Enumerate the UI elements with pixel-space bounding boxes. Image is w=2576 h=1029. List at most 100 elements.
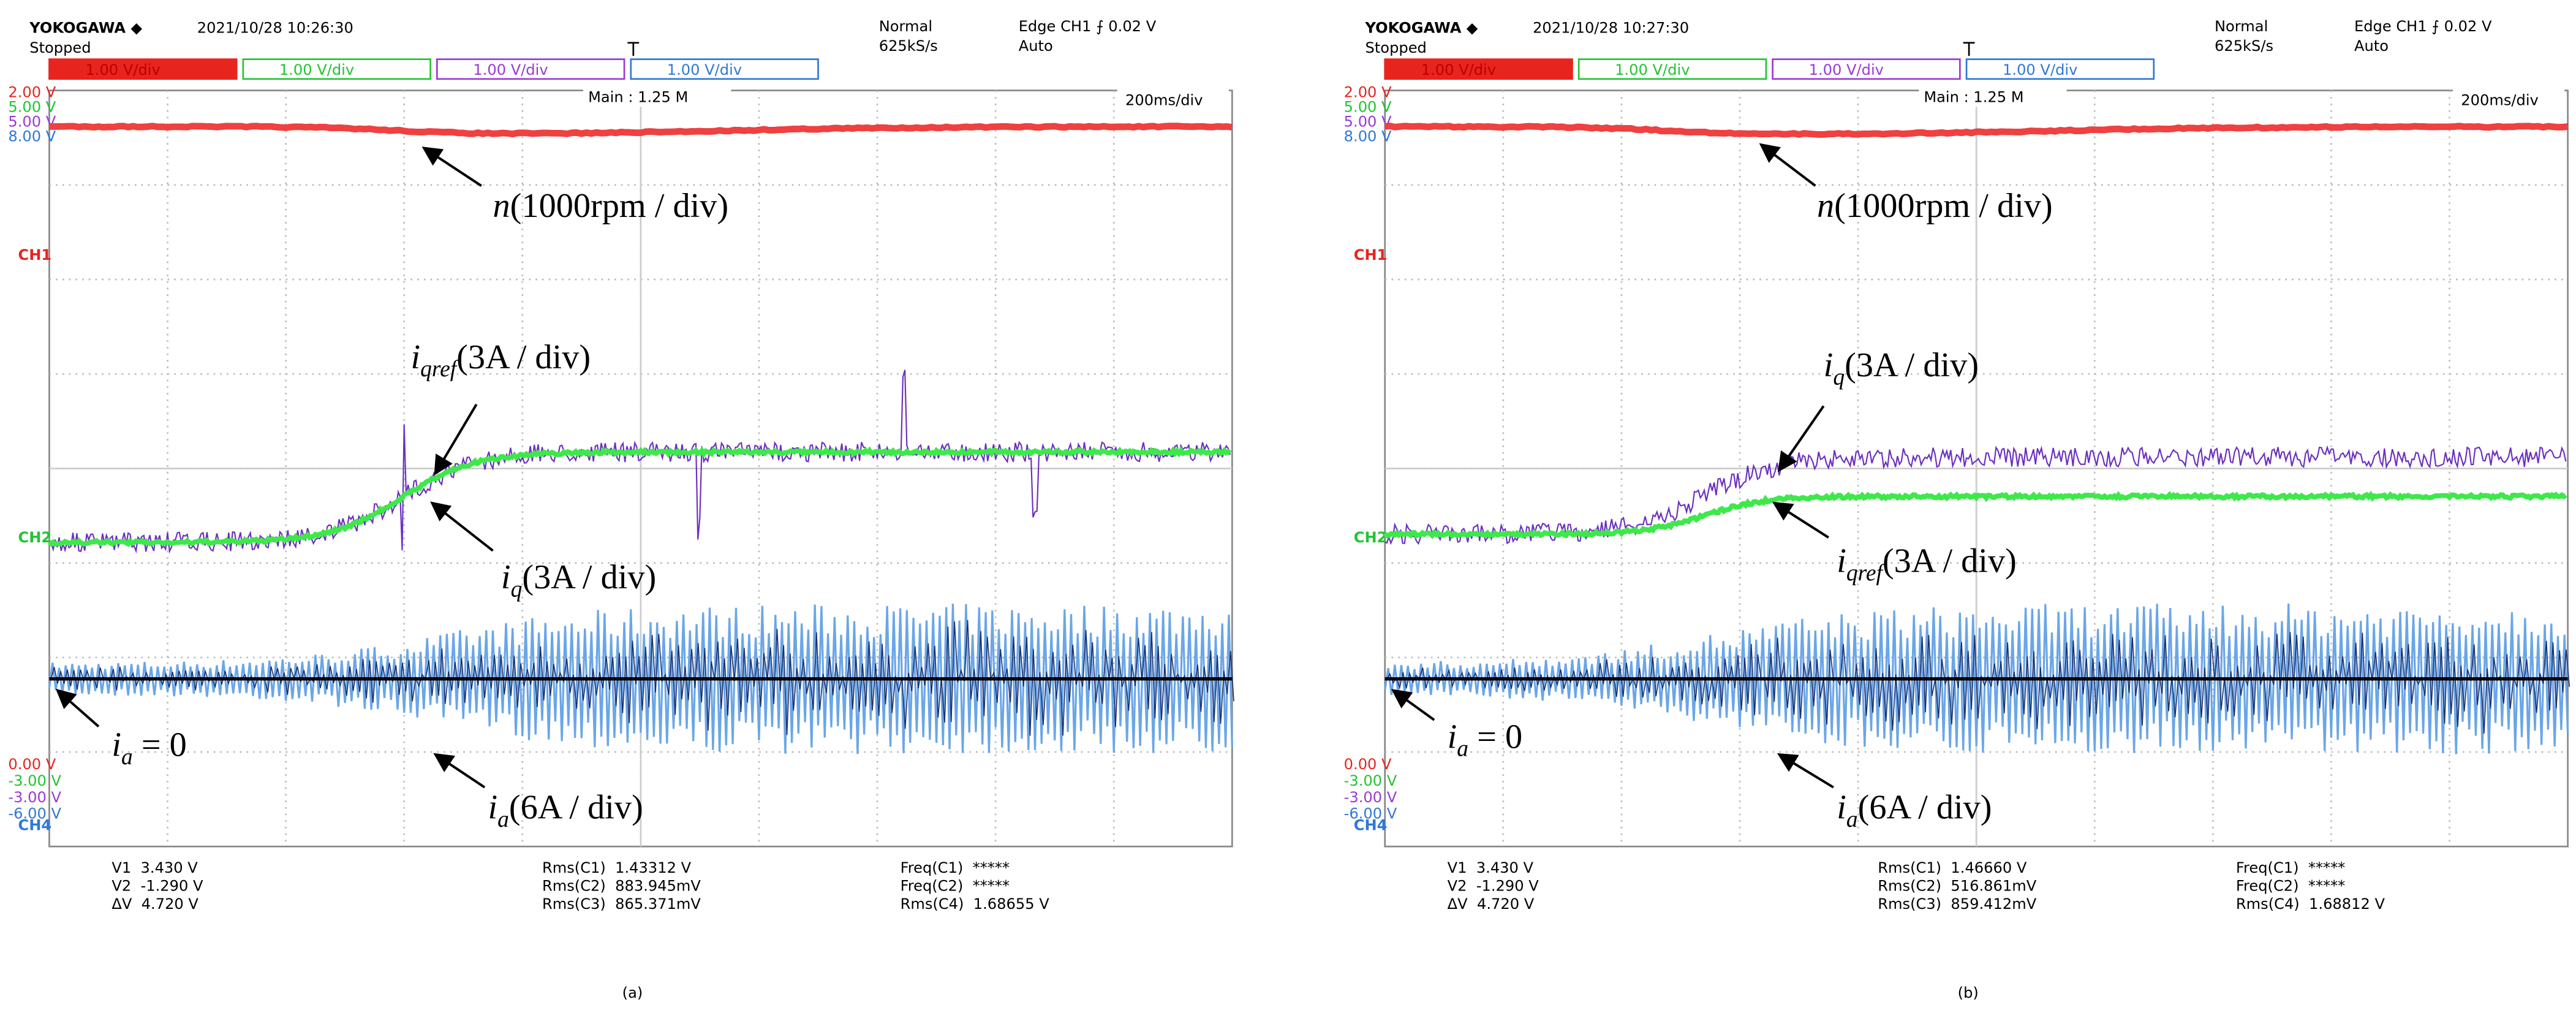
annotation-sub: q: [1833, 365, 1845, 390]
channel-box: [630, 58, 819, 80]
annotation-base: i: [410, 338, 420, 376]
channel-box: [1577, 58, 1767, 80]
brand: YOKOGAWA ◆: [29, 20, 142, 37]
channel-scale: 1.00 V/div: [85, 61, 160, 78]
iqref-trace: [47, 446, 1232, 547]
freq-readout: Freq(C2) *****: [2236, 878, 2345, 895]
scale-bottom: -3.00 V: [1344, 789, 1397, 806]
channel-scale: 1.00 V/div: [279, 61, 354, 78]
annotation: ia(6A / div): [488, 789, 643, 832]
annotation-sub: a: [121, 745, 133, 770]
freq-readout: Freq(C1) *****: [901, 859, 1010, 876]
annotation-base: i: [488, 789, 497, 827]
rms-readout: Rms(C3) 865.371mV: [542, 895, 701, 913]
trigger: Edge CH1 ⨍ 0.02 V: [1019, 18, 1157, 35]
scale-top: 8.00 V: [8, 128, 56, 145]
annotation-base: i: [1448, 718, 1457, 756]
annotation-base: n: [1817, 187, 1834, 225]
annotation-rest: = 0: [133, 726, 187, 764]
annotation-base: i: [111, 726, 121, 764]
timebase: 200ms/div: [2461, 92, 2539, 109]
scale-top: 5.00 V: [1344, 98, 1392, 115]
scope-panel: YOKOGAWA ◆ 2021/10/28 10:26:30 Stopped Norm…: [8, 18, 1234, 1001]
scale-top: 5.00 V: [8, 113, 56, 131]
channel-scale: 1.00 V/div: [473, 61, 548, 78]
annotation-rest: (6A / div): [1858, 789, 1992, 827]
cursor-readout: V1 3.430 V: [111, 859, 198, 876]
acq-mode: Normal: [879, 18, 932, 35]
arrow: [430, 501, 494, 552]
speed-trace: [1384, 123, 2569, 138]
scale-bottom: -3.00 V: [1344, 772, 1397, 789]
rms-readout: Rms(C1) 1.43312 V: [542, 859, 692, 876]
channel-box: [1384, 58, 1573, 80]
scale-bottom: -6.00 V: [8, 805, 61, 822]
annotation-base: n: [493, 187, 510, 225]
status: Stopped: [29, 39, 91, 56]
annotation-sub: qref: [1846, 561, 1886, 586]
scale-top: 2.00 V: [8, 83, 56, 101]
annotation: iqref(3A / div): [1837, 542, 2017, 585]
annotation-rest: (1000rpm / div): [1834, 187, 2053, 225]
freq-readout: Rms(C4) 1.68812 V: [2236, 895, 2385, 913]
phase-current: [1384, 603, 2569, 754]
channel-marker: CH2: [18, 529, 51, 546]
channel-scale: 1.00 V/div: [1809, 61, 1884, 78]
timebase-bg: [1117, 87, 1229, 112]
scale-bottom: 0.00 V: [8, 756, 56, 773]
annotation-sub: q: [511, 577, 523, 602]
channel-marker: CH4: [1354, 816, 1388, 833]
arrow: [1391, 689, 1435, 721]
main-bg: [583, 87, 731, 107]
annotation-rest: (3A / div): [456, 338, 591, 376]
annotation: n(1000rpm / div): [1817, 187, 2053, 225]
arrow: [1772, 501, 1829, 539]
brand: YOKOGAWA ◆: [1365, 20, 1478, 37]
cursor-readout: V2 -1.290 V: [1448, 878, 1539, 895]
timebase: 200ms/div: [1125, 92, 1203, 109]
rms-readout: Rms(C3) 859.412mV: [1878, 895, 2036, 913]
channel-scale: 1.00 V/div: [1615, 61, 1690, 78]
main-label: Main : 1.25 M: [588, 88, 688, 105]
scale-top: 8.00 V: [1344, 128, 1392, 145]
channel-box: [436, 58, 625, 80]
trigger: Edge CH1 ⨍ 0.02 V: [2354, 18, 2492, 35]
trigger-pos: [627, 42, 640, 56]
annotation-sub: qref: [420, 357, 459, 382]
datetime: 2021/10/28 10:27:30: [1533, 20, 1689, 37]
arrow: [433, 753, 486, 789]
freq-readout: Freq(C1) *****: [2236, 859, 2345, 876]
channel-marker: CH1: [18, 246, 51, 264]
freq-readout: Freq(C2) *****: [901, 878, 1010, 895]
cursor-readout: V2 -1.290 V: [111, 878, 203, 895]
rms-readout: Rms(C1) 1.46660 V: [1878, 859, 2027, 876]
annotation-base: i: [1837, 789, 1846, 827]
annotation: ia = 0: [1448, 718, 1522, 761]
annotation-sub: a: [1457, 737, 1468, 762]
annotation: iq(3A / div): [501, 558, 656, 602]
rms-readout: Rms(C2) 516.861mV: [1878, 878, 2036, 895]
scale-top: 5.00 V: [1344, 113, 1392, 131]
sample-rate: 625kS/s: [879, 37, 938, 55]
channel-box: [242, 58, 431, 80]
trigger-pos: [1963, 42, 1975, 56]
scope-panel: YOKOGAWA ◆ 2021/10/28 10:27:30 Stopped Norm…: [1344, 18, 2570, 1001]
channel-scale: 1.00 V/div: [1421, 61, 1496, 78]
annotation-rest: (3A / div): [522, 558, 656, 596]
cursor-readout: ΔV 4.720 V: [1448, 895, 1535, 913]
arrow: [1778, 405, 1825, 473]
annotation-rest: (6A / div): [509, 789, 643, 827]
datetime: 2021/10/28 10:26:30: [197, 20, 353, 37]
channel-scale: 1.00 V/div: [667, 61, 742, 78]
scale-bottom: -3.00 V: [8, 789, 61, 806]
acq-mode: Normal: [2215, 18, 2268, 35]
channel-box: [1772, 58, 1961, 80]
phase-current: [48, 604, 1233, 754]
annotation-rest: (1000rpm / div): [510, 187, 729, 225]
trigger-mode: Auto: [2354, 37, 2389, 55]
trigger-mode: Auto: [1019, 37, 1053, 55]
annotation: ia(6A / div): [1837, 789, 1992, 832]
timebase-bg: [2452, 87, 2565, 112]
scale-bottom: -6.00 V: [1344, 805, 1397, 822]
